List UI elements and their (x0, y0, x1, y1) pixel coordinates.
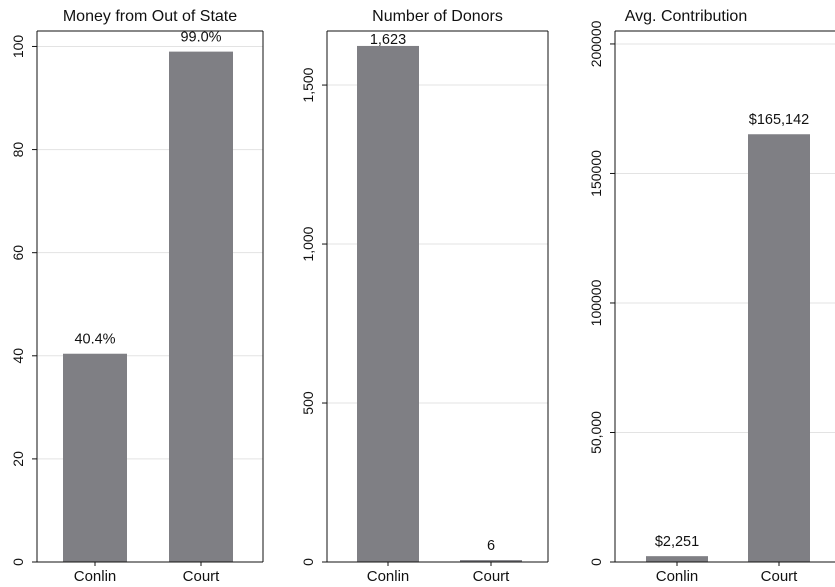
x-tick-label: Court (183, 568, 221, 585)
chart-panel-2: 0 500 1,000 1,500 Conlin Court 1,623 6 Number of… (300, 8, 549, 585)
bar-court (460, 560, 522, 562)
data-label: 99.0% (180, 30, 221, 46)
bar-conlin (646, 556, 708, 562)
data-label: 1,623 (370, 32, 406, 48)
y-tick-label: 100000 (588, 279, 604, 326)
chart-panel-3: 0 50,000 100000 150000 200000 Conlin Court $2,2… (588, 8, 835, 585)
x-tick-label: Court (473, 568, 511, 585)
bar-conlin (63, 353, 127, 562)
x-tick-label: Conlin (74, 568, 117, 585)
chart-title: Number of Donors (372, 8, 503, 25)
data-label: $2,251 (655, 534, 699, 550)
bar-court (748, 134, 810, 562)
y-tick-label: 50,000 (588, 411, 604, 454)
y-tick-label: 0 (10, 558, 26, 566)
bar-conlin (357, 45, 419, 562)
chart-title: Avg. Contribution (625, 8, 747, 25)
x-tick-label: Conlin (656, 568, 699, 585)
data-label: 6 (487, 538, 495, 554)
y-tick-label: 200000 (588, 20, 604, 67)
y-tick-label: 0 (300, 558, 316, 566)
y-tick-label: 150000 (588, 150, 604, 197)
y-tick-label: 1,000 (300, 226, 316, 261)
data-label: $165,142 (749, 112, 809, 128)
y-tick-label: 100 (10, 35, 26, 59)
x-tick-label: Conlin (367, 568, 410, 585)
bar-court (169, 51, 233, 562)
x-tick-label: Court (761, 568, 799, 585)
y-tick-label: 500 (300, 391, 316, 415)
y-tick-label: 0 (588, 558, 604, 566)
chart-panel-1: 0 20 40 60 80 100 Conlin Court 40.4% 99.0% Money f… (10, 8, 264, 585)
chart-title: Money from Out of State (63, 8, 237, 25)
y-tick-label: 80 (10, 142, 26, 158)
y-tick-label: 1,500 (300, 67, 316, 102)
y-tick-label: 60 (10, 245, 26, 261)
y-tick-label: 20 (10, 451, 26, 467)
y-tick-label: 40 (10, 348, 26, 364)
data-label: 40.4% (74, 332, 115, 348)
